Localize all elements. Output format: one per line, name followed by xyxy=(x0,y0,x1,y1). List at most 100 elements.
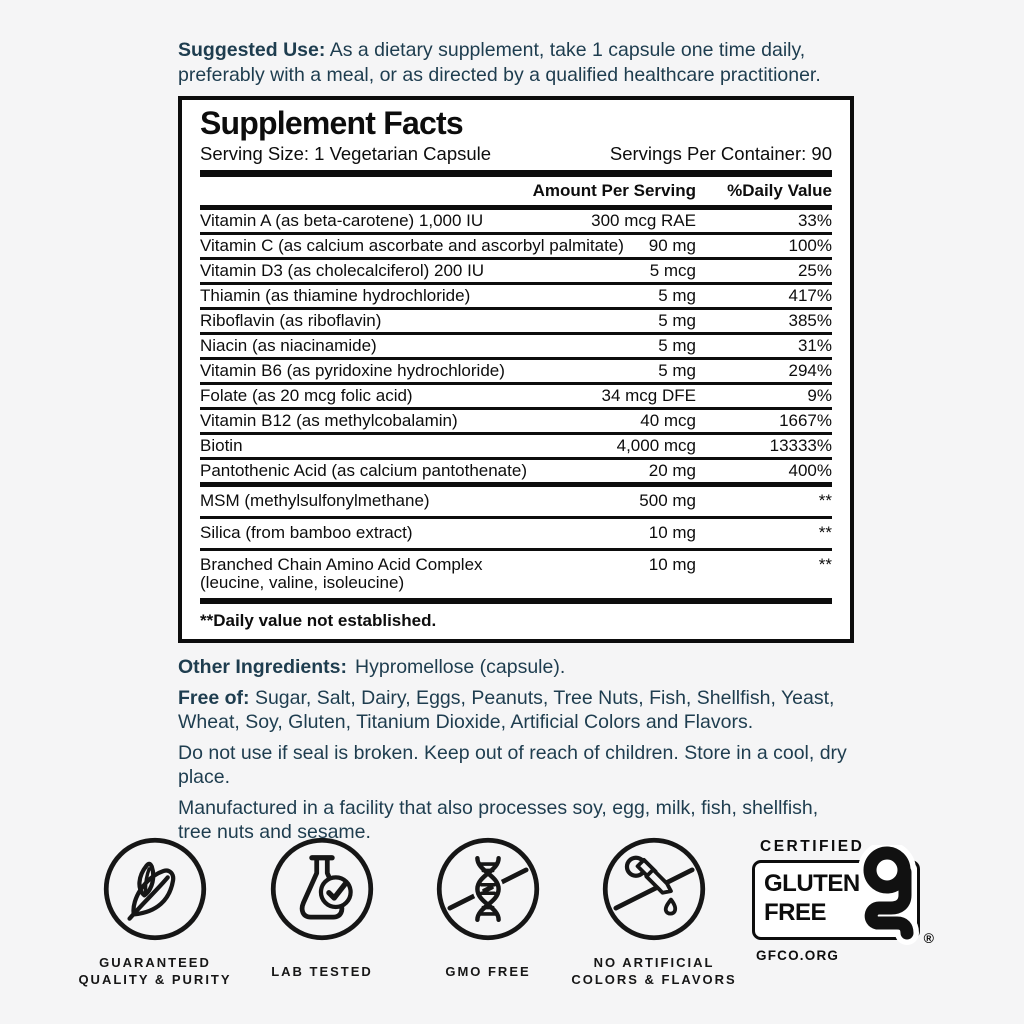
certified-gluten-free-seal: CERTIFIED GLUTEN FREE ® GFCO.ORG xyxy=(752,838,962,963)
table-row: Silica (from bamboo extract) 10 mg ** xyxy=(200,519,832,551)
seal-warning-paragraph: Do not use if seal is broken. Keep out o… xyxy=(178,741,847,789)
nutrient-amount: 500 mg xyxy=(639,491,696,510)
nutrient-amount: 5 mg xyxy=(658,361,696,380)
nutrient-amount: 5 mcg xyxy=(649,261,696,280)
table-header-row: Amount Per Serving %Daily Value xyxy=(200,177,832,205)
nutrient-dv: ** xyxy=(818,523,832,542)
other-ingredients-label: Other Ingredients: xyxy=(178,656,348,678)
nutrient-dv: 1667% xyxy=(779,411,832,430)
nutrient-name: Niacin (as niacinamide) xyxy=(200,336,377,355)
table-row: Vitamin A (as beta-carotene) 1,000 IU 300… xyxy=(200,210,832,235)
other-ingredients-text: Hypromellose (capsule). xyxy=(355,656,566,678)
nutrient-name: Thiamin (as thiamine hydrochloride) xyxy=(200,286,471,305)
nutrient-dv: 33% xyxy=(797,211,832,230)
table-row: Vitamin D3 (as cholecalciferol) 200 IU 5 … xyxy=(200,260,832,285)
divider-medium xyxy=(200,205,832,210)
table-row: Vitamin B6 (as pyridoxine hydrochloride)… xyxy=(200,360,832,385)
table-row: Vitamin C (as calcium ascorbate and asco… xyxy=(200,235,832,260)
badge-label: GMO FREE xyxy=(445,952,530,990)
badge-quality-purity: GUARANTEED QUALITY & PURITY xyxy=(60,836,250,990)
table-row: Biotin 4,000 mcg 13333% xyxy=(200,435,832,460)
nutrient-name: Vitamin D3 (as cholecalciferol) 200 IU xyxy=(200,261,485,280)
table-row: Thiamin (as thiamine hydrochloride) 5 mg 4… xyxy=(200,285,832,310)
nutrient-dv: 400% xyxy=(788,461,832,480)
gfco-g-icon xyxy=(858,845,919,945)
badge-label-line1: NO ARTIFICIAL xyxy=(593,955,715,970)
supplement-facts-panel: Supplement Facts Serving Size: 1 Vegetar… xyxy=(178,96,854,643)
nutrient-amount: 20 mg xyxy=(648,461,696,480)
label-content: Suggested Use: As a dietary supplement, … xyxy=(178,38,854,845)
table-row: Branched Chain Amino Acid Complex (leucin… xyxy=(200,551,832,604)
facility-warning-paragraph: Manufactured in a facility that also pro… xyxy=(178,796,819,844)
suggested-use-paragraph: Suggested Use: As a dietary supplement, … xyxy=(178,38,854,87)
suggested-use-text: As a dietary supplement, take 1 capsule … xyxy=(178,39,821,86)
badge-no-artificial: NO ARTIFICIAL COLORS & FLAVORS xyxy=(559,836,749,990)
servings-per-container: Servings Per Container: 90 xyxy=(609,143,832,164)
no-dropper-icon xyxy=(602,837,706,941)
column-header-amount: Amount Per Serving xyxy=(532,181,696,200)
nutrient-dv: ** xyxy=(818,491,832,510)
badge-label-line1: LAB TESTED xyxy=(271,963,373,979)
daily-value-footnote: **Daily value not established. xyxy=(200,611,437,630)
serving-size: Serving Size: 1 Vegetarian Capsule xyxy=(200,143,492,164)
badge-label-line1: GUARANTEED xyxy=(99,955,211,970)
nutrient-dv: 294% xyxy=(788,361,832,380)
nutrient-name: Vitamin C (as calcium ascorbate and asco… xyxy=(200,236,624,255)
badge-label-line2: COLORS & FLAVORS xyxy=(571,972,737,987)
nutrient-amount: 5 mg xyxy=(658,286,696,305)
nutrient-dv: 385% xyxy=(788,311,832,330)
table-row: Vitamin B12 (as methylcobalamin) 40 mcg 16… xyxy=(200,410,832,435)
free-of-paragraph: Free of: Sugar, Salt, Dairy, Eggs, Peanu… xyxy=(178,686,854,735)
nutrient-dv: 417% xyxy=(788,286,832,305)
other-ingredients-paragraph: Other Ingredients: Hypromellose (capsule)… xyxy=(178,655,854,680)
nutrient-amount: 10 mg xyxy=(648,523,696,542)
badge-label-line2: QUALITY & PURITY xyxy=(78,972,232,987)
table-row: Niacin (as niacinamide) 5 mg 31% xyxy=(200,335,832,360)
badge-label-line1: GMO FREE xyxy=(445,963,531,979)
nutrient-dv: 13333% xyxy=(769,436,832,455)
nutrient-dv: 9% xyxy=(807,386,832,405)
nutrient-amount: 4,000 mcg xyxy=(616,436,696,455)
column-header-daily-value: %Daily Value xyxy=(727,181,832,200)
nutrient-table: Vitamin A (as beta-carotene) 1,000 IU 300… xyxy=(200,210,832,604)
nutrient-dv: ** xyxy=(818,555,832,574)
nutrient-name: Branched Chain Amino Acid Complex xyxy=(200,555,483,574)
badge-row: GUARANTEED QUALITY & PURITY LAB TESTED xyxy=(0,836,1024,1016)
nutrient-dv: 25% xyxy=(797,261,832,280)
nutrient-name-line2: (leucine, valine, isoleucine) xyxy=(200,573,405,592)
nutrient-name: Pantothenic Acid (as calcium pantothenat… xyxy=(200,461,527,480)
badge-lab-tested: LAB TESTED xyxy=(227,836,417,990)
badge-label: LAB TESTED xyxy=(271,952,373,990)
seal-certified-text: CERTIFIED xyxy=(760,838,865,855)
badge-label: NO ARTIFICIAL COLORS & FLAVORS xyxy=(571,952,736,990)
nutrient-name: MSM (methylsulfonylmethane) xyxy=(200,491,430,510)
table-row: Folate (as 20 mcg folic acid) 34 mcg DFE 9… xyxy=(200,385,832,410)
nutrient-amount: 90 mg xyxy=(648,236,696,255)
nutrient-amount: 5 mg xyxy=(658,336,696,355)
nutrient-amount: 34 mcg DFE xyxy=(601,386,696,405)
badge-label: GUARANTEED QUALITY & PURITY xyxy=(78,952,231,990)
free-of-label: Free of: xyxy=(178,686,250,709)
seal-org-text: GFCO.ORG xyxy=(756,948,840,963)
seal-gluten-free-text: GLUTEN FREE xyxy=(764,869,860,927)
flask-check-icon xyxy=(270,837,374,941)
nutrient-amount: 10 mg xyxy=(648,555,696,574)
badge-gmo-free: GMO FREE xyxy=(393,836,583,990)
panel-title: Supplement Facts xyxy=(200,105,464,141)
table-row: Riboflavin (as riboflavin) 5 mg 385% xyxy=(200,310,832,335)
nutrient-name: Biotin xyxy=(200,436,243,455)
nutrient-name: Riboflavin (as riboflavin) xyxy=(200,311,382,330)
nutrient-name: Vitamin B12 (as methylcobalamin) xyxy=(200,411,458,430)
seal-word-free: FREE xyxy=(764,899,827,926)
nutrient-name: Silica (from bamboo extract) xyxy=(200,523,413,542)
table-row: Pantothenic Acid (as calcium pantothenat… xyxy=(200,460,832,487)
leaf-icon xyxy=(103,837,207,941)
no-gmo-dna-icon xyxy=(436,837,540,941)
nutrient-amount: 40 mcg xyxy=(640,411,696,430)
suggested-use-label: Suggested Use: xyxy=(178,39,326,61)
table-row: MSM (methylsulfonylmethane) 500 mg ** xyxy=(200,487,832,519)
nutrient-dv: 31% xyxy=(797,336,832,355)
divider-thick xyxy=(200,170,832,177)
free-of-text: Sugar, Salt, Dairy, Eggs, Peanuts, Tree … xyxy=(178,686,835,734)
nutrient-dv: 100% xyxy=(788,236,832,255)
